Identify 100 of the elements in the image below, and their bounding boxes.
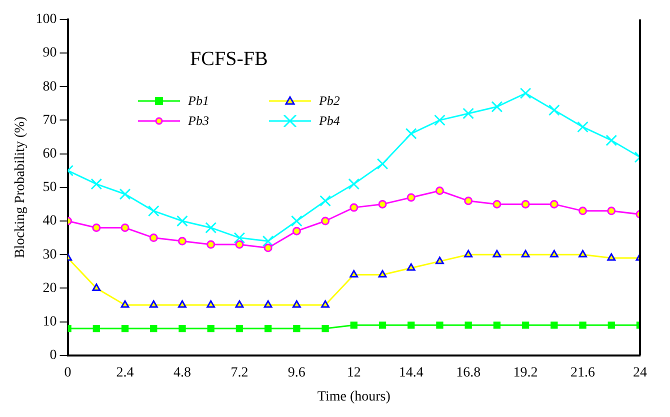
point <box>406 193 416 202</box>
text: FCFS-FB <box>190 48 268 71</box>
point <box>348 178 360 190</box>
point <box>492 200 502 208</box>
point <box>120 223 130 232</box>
point <box>149 300 158 308</box>
y-tick-label: 10 <box>42 314 57 330</box>
point <box>321 300 330 308</box>
point <box>350 322 358 329</box>
point <box>121 324 129 332</box>
point <box>607 206 616 216</box>
point <box>606 134 618 146</box>
point <box>205 222 217 234</box>
point <box>350 270 358 278</box>
x-tick-label: 24 <box>633 365 647 380</box>
legend-label: Pb2 <box>318 93 340 109</box>
point <box>292 300 301 308</box>
x-tick-label: 9.6 <box>288 365 306 380</box>
point <box>464 250 473 258</box>
y-tick-label: 30 <box>42 247 57 262</box>
point <box>321 216 330 226</box>
x-tick-label: 21.6 <box>570 365 596 380</box>
point <box>234 232 246 244</box>
point <box>207 324 214 332</box>
point <box>436 322 444 329</box>
point <box>405 128 417 140</box>
point <box>235 240 244 249</box>
point <box>236 324 244 332</box>
x-tick-label: 7.2 <box>230 365 248 380</box>
legend-label: Pb4 <box>318 113 340 129</box>
point <box>406 263 416 271</box>
point <box>436 256 444 264</box>
point <box>435 186 444 196</box>
point <box>350 203 358 212</box>
point <box>149 234 158 242</box>
point <box>92 283 101 291</box>
point <box>578 250 587 258</box>
point <box>493 322 501 329</box>
point <box>521 250 530 258</box>
point <box>292 226 301 236</box>
y-axis-title: Blocking Probability (%) <box>13 116 28 258</box>
point <box>120 300 130 308</box>
point <box>206 300 216 308</box>
point <box>521 200 530 208</box>
point <box>378 200 387 208</box>
point <box>378 322 386 329</box>
point <box>264 300 272 308</box>
y-tick-label: 90 <box>42 46 57 61</box>
x-tick-label: 0 <box>64 365 72 380</box>
y-tick-label: 20 <box>42 280 57 296</box>
point <box>550 250 558 258</box>
point <box>408 322 415 329</box>
point <box>522 322 530 329</box>
point <box>176 215 188 227</box>
y-tick-label: 100 <box>36 12 57 28</box>
point <box>492 250 502 258</box>
point <box>491 101 503 112</box>
x-tick-label: 19.2 <box>513 365 538 380</box>
legend-label: Pb1 <box>188 93 209 109</box>
y-tick-label: 40 <box>42 214 57 229</box>
point <box>264 324 272 332</box>
x-tick-label: 14.4 <box>398 365 424 380</box>
point <box>206 240 216 249</box>
point <box>150 324 158 332</box>
point <box>178 300 186 308</box>
point <box>378 270 387 278</box>
y-tick-label: 60 <box>42 146 57 162</box>
point <box>322 324 329 332</box>
point <box>178 324 186 332</box>
point <box>376 158 388 170</box>
y-tick-label: 70 <box>42 112 57 128</box>
y-tick-label: 80 <box>42 79 57 94</box>
point <box>434 114 446 126</box>
point <box>148 205 160 217</box>
legend-label: Pb3 <box>188 113 209 129</box>
point <box>608 322 615 329</box>
point <box>290 215 302 227</box>
point <box>92 324 100 332</box>
point <box>119 188 131 200</box>
point <box>235 300 244 308</box>
point <box>293 324 300 332</box>
point <box>548 104 560 116</box>
point <box>90 178 102 190</box>
point <box>462 108 474 120</box>
point <box>320 195 331 207</box>
x-axis-title: Time (hours) <box>317 389 391 404</box>
point <box>607 253 616 261</box>
point <box>264 244 272 252</box>
point <box>550 200 558 208</box>
point <box>550 322 558 329</box>
point <box>178 236 186 246</box>
y-tick-label: 0 <box>50 348 57 364</box>
point <box>464 196 473 206</box>
point <box>92 223 101 232</box>
y-tick-label: 50 <box>42 180 57 196</box>
x-tick-label: 12 <box>346 365 361 380</box>
point <box>520 88 532 100</box>
point <box>578 206 588 216</box>
x-tick-label: 2.4 <box>116 365 134 380</box>
point <box>577 121 588 133</box>
